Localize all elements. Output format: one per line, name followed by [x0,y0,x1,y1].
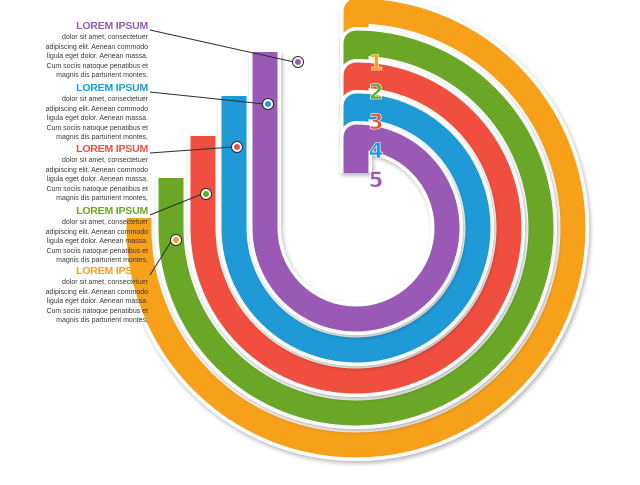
description-line: ligula eget dolor. Aenean massa. [46,53,148,61]
connector-line [149,91,265,105]
connector-3 [149,141,243,154]
item-title-2: LOREM IPSUM [76,82,148,94]
connector-dot [173,237,179,243]
band-number-4: 4 [369,139,384,163]
description-line: Cum sociis natoque penatibus et [46,307,148,315]
description-line: ligula eget dolor. Aenean massa. [46,238,148,246]
item-description-1: dolor sit amet, consectetuer adipiscing … [0,33,148,81]
text-block-3: LOREM IPSUM dolor sit amet, consectetuer… [0,143,149,204]
description-line: Cum sociis natoque penatibus et [46,247,148,255]
description-line: adipiscing elit. Aenean commodo [45,105,148,113]
item-description-4: dolor sit amet, consectetuer adipiscing … [0,218,148,266]
connector-dot [265,101,271,107]
bands-group [123,0,589,461]
description-line: ligula eget dolor. Aenean massa. [46,115,148,123]
connector-line [149,239,173,276]
connector-4 [149,188,212,216]
band-fill-2 [158,30,554,426]
description-line: dolor sit amet, consectetuer [62,96,148,103]
description-line: magnis dis parturient montes, [56,317,148,325]
text-block-5: LOREM IPSUM dolor sit amet, consectetuer… [0,265,149,326]
connector-dot [234,144,240,150]
connector-line [149,193,203,216]
description-line: ligula eget dolor. Aenean massa. [46,298,148,306]
description-line: Cum sociis natoque penatibus et [46,185,148,193]
description-line: adipiscing elit. Aenean commodo [45,166,148,174]
connector-line [149,29,295,63]
description-line: adipiscing elit. Aenean commodo [45,43,148,51]
band-3 [187,59,525,397]
band-fill-4 [221,93,491,363]
connector-5 [149,234,182,276]
description-line: magnis dis parturient montes, [56,195,148,203]
band-number-3: 3 [369,110,384,134]
band-number-2: 2 [369,80,384,104]
band-2 [155,27,557,429]
text-block-4: LOREM IPSUM dolor sit amet, consectetuer… [0,205,149,266]
band-fill-5 [252,52,460,332]
description-line: dolor sit amet, consectetuer [62,279,148,286]
description-line: dolor sit amet, consectetuer [62,34,148,41]
description-line: magnis dis parturient montes, [56,134,148,142]
numbers-group: 1 2 3 4 5 [368,51,384,193]
connectors-group [149,29,304,276]
description-line: ligula eget dolor. Aenean massa. [46,176,148,184]
description-line: dolor sit amet, consectetuer [62,157,148,164]
connector-line [149,146,234,154]
band-fill-1 [126,0,586,458]
band-4 [218,90,494,366]
description-line: adipiscing elit. Aenean commodo [45,288,148,296]
connector-dot [295,59,301,65]
text-block-2: LOREM IPSUM dolor sit amet, consectetuer… [0,82,149,143]
description-line: Cum sociis natoque penatibus et [46,62,148,70]
item-title-3: LOREM IPSUM [76,143,148,155]
item-title-4: LOREM IPSUM [76,205,148,217]
item-description-2: dolor sit amet, consectetuer adipiscing … [0,95,148,143]
band-fill-3 [190,62,522,394]
band-5 [249,52,463,335]
item-description-3: dolor sit amet, consectetuer adipiscing … [0,156,148,204]
band-number-1: 1 [369,51,384,75]
description-line: adipiscing elit. Aenean commodo [45,228,148,236]
description-line: magnis dis parturient montes, [56,257,148,265]
item-title-5: LOREM IPSUM [76,265,148,277]
item-title-1: LOREM IPSUM [76,20,148,32]
connector-2 [149,91,274,110]
connector-dot [203,191,209,197]
band-1 [123,0,589,461]
description-line: magnis dis parturient montes, [56,72,148,80]
text-block-1: LOREM IPSUM dolor sit amet, consectetuer… [0,20,149,81]
band-number-5: 5 [369,168,384,192]
connector-1 [149,29,304,68]
description-line: dolor sit amet, consectetuer [62,219,148,226]
description-line: Cum sociis natoque penatibus et [46,124,148,132]
item-description-5: dolor sit amet, consectetuer adipiscing … [0,278,148,326]
